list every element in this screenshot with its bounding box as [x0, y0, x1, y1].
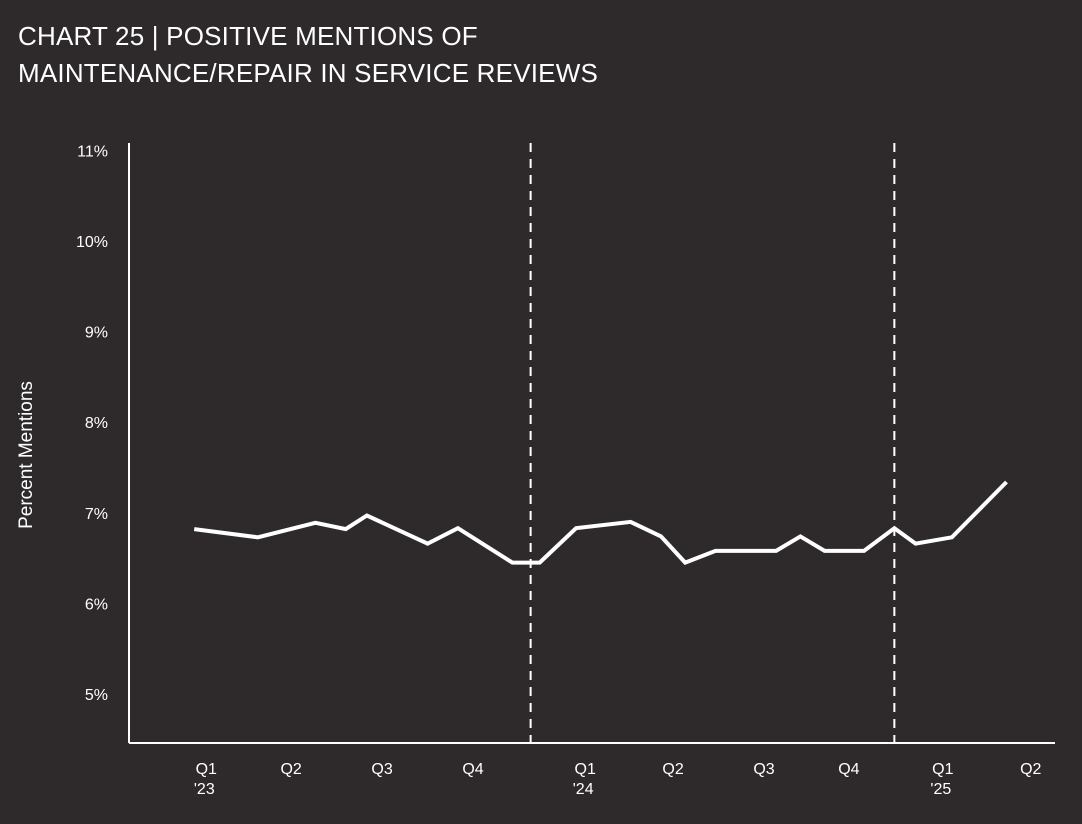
x-tick-label: Q1 [196, 761, 217, 778]
x-tick-year-label: '23 [194, 781, 215, 798]
y-tick-label: 9% [85, 325, 108, 342]
x-tick-label: Q4 [462, 761, 483, 778]
x-tick-label: Q3 [753, 761, 774, 778]
y-tick-label: 7% [85, 506, 108, 523]
y-tick-labels: 5% 6% 7% 8% 9% 10% 11% [76, 143, 108, 704]
chart-title-line-1: CHART 25 | POSITIVE MENTIONS OF [18, 21, 478, 51]
y-tick-label: 8% [85, 415, 108, 432]
x-tick-year-label: '24 [573, 781, 594, 798]
year-dividers [529, 143, 896, 743]
y-axis-label: Percent Mentions [16, 381, 37, 529]
y-tick-label: 5% [85, 687, 108, 704]
chart-title-line-2: MAINTENANCE/REPAIR IN SERVICE REVIEWS [18, 58, 598, 88]
x-tick-label: Q2 [662, 761, 683, 778]
y-tick-label: 6% [85, 596, 108, 613]
x-tick-labels: Q1 '23 Q2 Q3 Q4 Q1 '24 Q2 Q3 Q4 Q1 '25 Q2 [194, 761, 1042, 798]
series-line [193, 480, 1008, 565]
axes [128, 143, 1055, 744]
x-tick-label: Q1 [932, 761, 953, 778]
x-tick-label: Q3 [371, 761, 392, 778]
x-tick-label: Q1 [575, 761, 596, 778]
x-tick-year-label: '25 [930, 781, 951, 798]
x-tick-label: Q2 [280, 761, 301, 778]
x-tick-label: Q4 [838, 761, 859, 778]
x-tick-label: Q2 [1020, 761, 1041, 778]
chart-title: CHART 25 | POSITIVE MENTIONS OF MAINTENA… [18, 18, 598, 92]
y-tick-label: 11% [77, 143, 108, 160]
series-group [193, 480, 1008, 565]
y-tick-label: 10% [76, 234, 108, 251]
